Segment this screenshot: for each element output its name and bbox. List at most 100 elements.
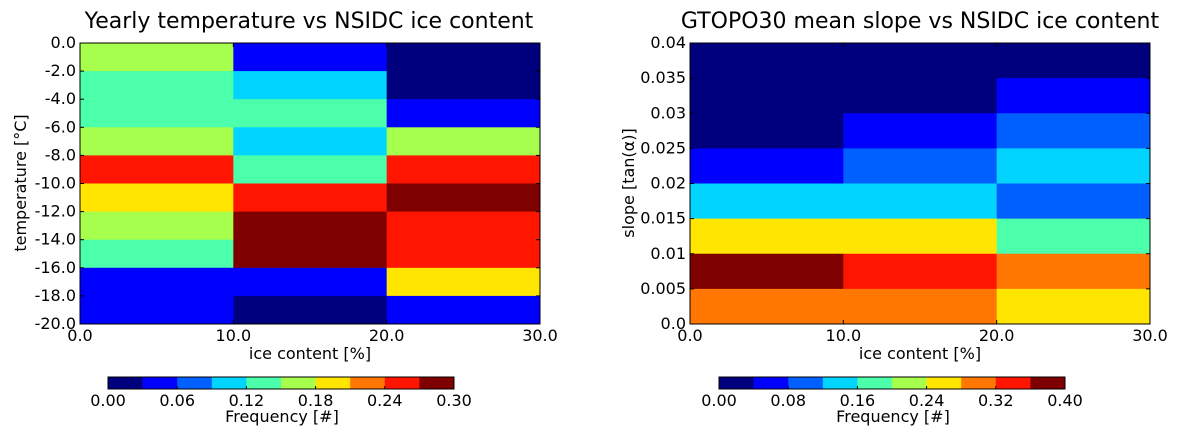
y-tick-label: 0.04	[650, 33, 686, 52]
heatmap-cell	[233, 99, 388, 128]
y-tick-label: -16.0	[35, 258, 76, 277]
heatmap-cell	[233, 127, 388, 156]
heatmap-cell	[996, 43, 1151, 79]
heatmap-cell	[80, 295, 234, 325]
colorbar-segment	[995, 377, 1031, 389]
heatmap-cell	[80, 155, 234, 184]
y-tick-label: 0.035	[640, 68, 686, 87]
colorbar-segment	[384, 377, 420, 389]
heatmap-cell	[843, 43, 998, 79]
heatmap-cell	[386, 43, 541, 72]
chart-temperature: Yearly temperature vs NSIDC ice content …	[11, 9, 558, 426]
y-tick-label: 0.005	[640, 279, 686, 298]
heatmap-cell	[843, 183, 998, 220]
heatmap-cell	[386, 71, 541, 100]
heatmap-cell	[233, 211, 388, 241]
y-tick-label: 0.025	[640, 138, 686, 157]
colorbar-tick-label: 0.16	[840, 391, 876, 410]
y-ticks: 0.0 -2.0 -4.0 -6.0 -8.0 -10.0 -12.0 -14.0 -16.0 -…	[35, 33, 540, 333]
x-tick-label: 0.0	[67, 326, 92, 345]
heatmap-cell	[386, 127, 541, 156]
y-tick-label: -14.0	[35, 230, 76, 249]
y-tick-label: 0.015	[640, 209, 686, 228]
colorbar-segment	[350, 377, 386, 389]
heatmap-cell	[386, 239, 541, 269]
heatmap-cell	[690, 43, 844, 79]
chart-title: GTOPO30 mean slope vs NSIDC ice content	[681, 9, 1160, 34]
heatmap-cells	[80, 43, 541, 325]
heatmap-cell	[843, 288, 998, 325]
colorbar-segment	[246, 377, 282, 389]
heatmap-cell	[690, 148, 844, 184]
heatmap-cell	[386, 99, 541, 128]
heatmap-cell	[996, 78, 1151, 114]
colorbar-tick-label: 0.08	[770, 391, 806, 410]
heatmap-cell	[996, 253, 1151, 290]
heatmap-cell	[386, 211, 541, 241]
x-tick-label: 10.0	[216, 326, 252, 345]
x-tick-label: 20.0	[979, 326, 1015, 345]
y-tick-label: 0.0	[661, 314, 686, 333]
colorbar-segment	[926, 377, 962, 389]
colorbar-tick-label: 0.18	[298, 391, 334, 410]
x-ticks: 0.0 10.0 20.0 30.0	[677, 43, 1168, 345]
y-tick-label: -20.0	[35, 314, 76, 333]
y-tick-label: -8.0	[45, 145, 76, 164]
y-tick-label: -18.0	[35, 286, 76, 305]
x-axis-label: ice content [%]	[249, 344, 371, 363]
heatmap-cell	[996, 183, 1151, 220]
colorbar-tick-label: 0.24	[909, 391, 945, 410]
heatmap-cells	[690, 43, 1151, 325]
colorbar-tick-label: 0.32	[978, 391, 1014, 410]
heatmap-cell	[690, 78, 844, 114]
y-tick-label: 0.03	[650, 103, 686, 122]
heatmap-cell	[233, 43, 388, 72]
chart-slope: GTOPO30 mean slope vs NSIDC ice content …	[619, 9, 1168, 426]
colorbar-label: Frequency [#]	[225, 407, 339, 426]
y-tick-label: -6.0	[45, 117, 76, 136]
colorbar-tick-label: 0.06	[159, 391, 195, 410]
x-tick-label: 0.0	[677, 326, 702, 345]
y-tick-label: 0.0	[51, 33, 76, 52]
y-axis-label: slope [tan(α)]	[619, 128, 638, 237]
colorbar-frame	[718, 376, 1066, 390]
heatmap-cell	[80, 211, 234, 241]
heatmap-cell	[80, 43, 234, 72]
colorbar-segment	[822, 377, 858, 389]
heatmap-cell	[80, 99, 234, 128]
x-axis-label: ice content [%]	[859, 344, 981, 363]
y-tick-label: 0.02	[650, 174, 686, 193]
colorbar: 0.00 0.08 0.16 0.24 0.32 0.40	[701, 376, 1083, 410]
heatmap-cell	[843, 148, 998, 184]
heatmap-cell	[996, 148, 1151, 184]
heatmap-cell	[843, 253, 998, 290]
y-tick-label: -4.0	[45, 89, 76, 108]
heatmap-cell	[233, 239, 388, 269]
heatmap-cell	[690, 218, 844, 255]
heatmap-cell	[80, 183, 234, 213]
colorbar-frame	[107, 376, 455, 390]
heatmap-cell	[690, 113, 844, 149]
colorbar-tick-label: 0.24	[367, 391, 403, 410]
heatmap-cell	[233, 267, 388, 297]
colorbar-segment	[1030, 377, 1066, 389]
heatmap-cell	[690, 183, 844, 220]
colorbar-segment	[281, 377, 316, 389]
heatmap-cell	[843, 218, 998, 255]
colorbar-segment	[857, 377, 893, 389]
heatmap-cell	[233, 295, 388, 325]
heatmap-cell	[80, 127, 234, 156]
colorbar-segment	[892, 377, 927, 389]
heatmap-cell	[233, 71, 388, 100]
heatmap-cell	[996, 218, 1151, 255]
x-tick-label: 30.0	[522, 326, 558, 345]
colorbar-segment	[753, 377, 789, 389]
heatmap-cell	[80, 239, 234, 269]
colorbar-segment	[177, 377, 213, 389]
heatmap-cell	[843, 78, 998, 114]
colorbar-tick-label: 0.30	[436, 391, 472, 410]
heatmap-cell	[690, 253, 844, 290]
heatmap-cell	[233, 155, 388, 184]
y-tick-label: -2.0	[45, 61, 76, 80]
